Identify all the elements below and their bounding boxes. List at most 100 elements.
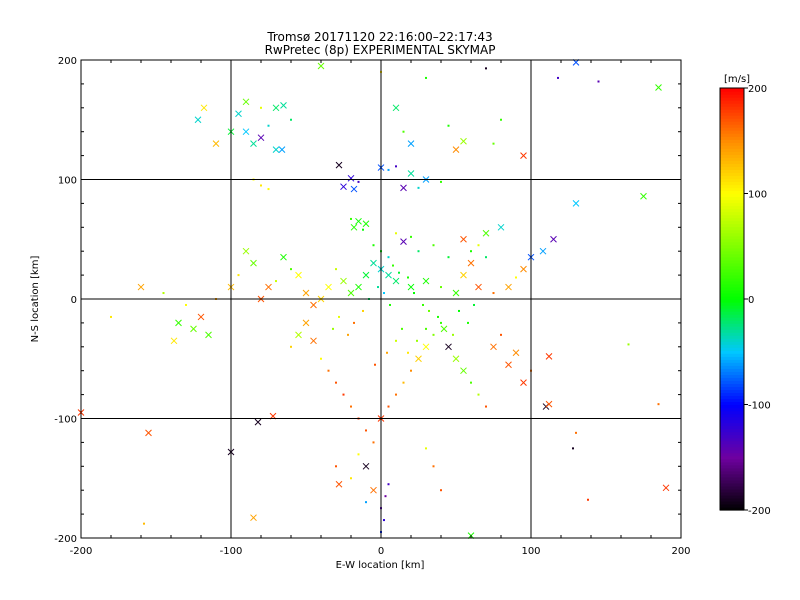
colorbar-segment [720, 356, 744, 360]
data-point-dot-170 [395, 232, 397, 235]
data-point-dot-21 [267, 188, 270, 191]
colorbar-segment [720, 458, 744, 463]
x-tick-label: 100 [521, 546, 540, 557]
data-point-dot-104 [162, 292, 165, 295]
data-point-dot-206 [386, 351, 388, 354]
colorbar-segment [720, 422, 744, 427]
data-point-dot-66 [492, 292, 495, 295]
colorbar-segment [720, 506, 744, 511]
colorbar-segment [720, 452, 744, 457]
data-point-dot-47 [500, 118, 502, 121]
colorbar-segment [720, 250, 744, 255]
colorbar-segment [720, 223, 744, 228]
data-point-x-73 [385, 271, 392, 279]
colorbar-segment [720, 184, 744, 189]
colorbar-segment [720, 94, 744, 98]
colorbar-segment [720, 112, 744, 116]
data-point-x-141 [520, 379, 527, 387]
colorbar-segment [720, 323, 744, 327]
colorbar-segment [720, 106, 744, 110]
data-point-dot-161 [335, 465, 337, 468]
data-point-dot-194 [473, 303, 475, 306]
data-point-x-98 [190, 325, 197, 333]
data-point-dot-3 [362, 228, 364, 231]
data-point-x-128 [422, 343, 430, 351]
data-point-x-139 [505, 361, 512, 369]
data-point-dot-115 [327, 369, 330, 372]
colorbar-segment [720, 124, 744, 128]
colorbar-segment [720, 166, 744, 170]
x-tick-label: 200 [671, 546, 690, 557]
data-point-dot-209 [416, 339, 418, 342]
colorbar-segment [720, 485, 744, 490]
x-tick-label: -200 [70, 546, 93, 557]
colorbar-segment [720, 292, 744, 297]
colorbar-segment [720, 440, 744, 445]
data-point-x-84 [302, 289, 310, 297]
data-point-x-25 [340, 183, 347, 191]
colorbar-segment [720, 353, 744, 357]
data-point-x-16 [200, 104, 208, 112]
colorbar-segment [720, 91, 744, 95]
data-point-dot-184 [398, 271, 400, 274]
data-point-x-5 [235, 110, 242, 118]
data-point-dot-174 [432, 244, 435, 247]
colorbar-segment [720, 103, 744, 107]
data-point-x-59 [520, 265, 527, 273]
data-point-x-165 [250, 514, 257, 522]
colorbar-segment [720, 145, 744, 149]
data-point-dot-39 [402, 130, 405, 133]
data-point-x-64 [460, 271, 467, 279]
data-point-x-6 [242, 128, 250, 136]
data-point-dot-9 [267, 124, 270, 127]
data-point-x-56 [550, 235, 557, 243]
colorbar-segment [720, 449, 744, 454]
data-point-dot-134 [470, 381, 472, 384]
data-point-dot-159 [365, 501, 367, 504]
data-point-dot-198 [389, 303, 391, 306]
data-point-x-37 [407, 140, 415, 148]
colorbar-segment [720, 247, 744, 252]
data-point-dot-116 [335, 381, 337, 384]
data-point-dot-20 [260, 184, 262, 187]
data-point-dot-52 [597, 80, 600, 83]
data-point-x-140 [512, 349, 520, 357]
data-point-dot-199 [362, 309, 364, 312]
data-point-dot-118 [350, 405, 352, 408]
data-point-x-26 [347, 174, 355, 182]
colorbar-segment [720, 368, 744, 372]
data-point-x-8 [257, 134, 265, 142]
colorbar-segment [720, 130, 744, 134]
data-point-x-65 [475, 283, 482, 291]
data-point-x-145 [545, 353, 553, 360]
colorbar-segment [720, 193, 744, 198]
data-point-x-68 [452, 289, 460, 297]
colorbar-segment [720, 208, 744, 213]
data-point-dot-207 [374, 363, 376, 366]
data-point-dot-201 [347, 333, 349, 336]
y-axis-ticks: -200 -100 0 100 200 [54, 56, 681, 545]
data-point-dot-186 [413, 292, 415, 295]
colorbar-segment [720, 178, 744, 183]
data-point-dot-125 [402, 381, 405, 384]
data-point-x-96 [197, 313, 205, 321]
data-point-x-144 [545, 400, 553, 408]
grid-lines [81, 60, 681, 538]
colorbar-segment [720, 148, 744, 152]
colorbar-segment [720, 154, 744, 158]
data-point-dot-172 [410, 235, 412, 238]
colorbar-segment [720, 398, 744, 403]
colorbar-segment [720, 428, 744, 433]
colorbar-segment [720, 344, 744, 348]
colorbar-segment [720, 305, 744, 309]
data-point-x-61 [497, 223, 505, 231]
colorbar-segment [720, 341, 744, 345]
data-point-dot-130 [440, 321, 442, 324]
x-tick-label: -100 [220, 546, 243, 557]
colorbar-segment [720, 241, 744, 246]
colorbar-segment [720, 410, 744, 415]
data-point-dot-156 [383, 519, 385, 522]
colorbar-segment [720, 256, 744, 261]
data-point-x-48 [520, 152, 527, 159]
colorbar-segment [720, 271, 744, 276]
